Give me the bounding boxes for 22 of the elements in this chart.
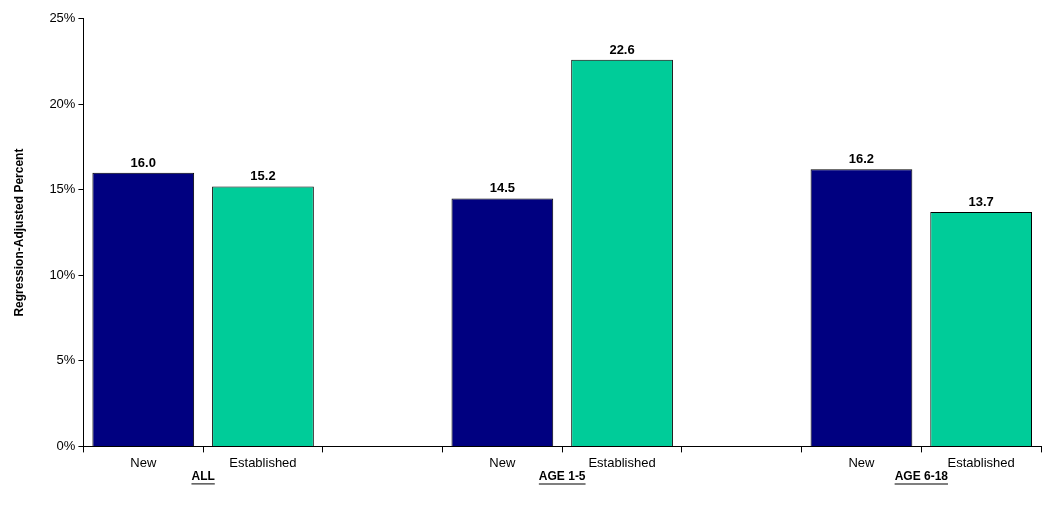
y-tick-label: 5%	[56, 352, 76, 368]
data-label: 16.0	[130, 154, 156, 170]
y-tick-label: 15%	[49, 181, 76, 197]
data-label: 16.2	[848, 151, 875, 167]
text: AGE 1-5	[538, 468, 586, 483]
x-tick-label: New	[489, 454, 516, 470]
y-axis-title: Regression-Adjusted Percent	[11, 148, 26, 317]
data-label: 14.5	[489, 180, 516, 196]
x-tick-label: New	[848, 454, 876, 470]
y-tick-label: 0%	[56, 437, 76, 453]
data-label: 22.6	[609, 41, 635, 57]
x-tick-label: New	[130, 454, 157, 470]
x-tick-label: Established	[947, 454, 1015, 470]
text: ALL	[191, 468, 215, 483]
y-tick-label: 10%	[49, 266, 76, 282]
text: AGE 6-18	[894, 468, 949, 483]
y-tick-label: 25%	[49, 10, 76, 26]
x-tick-label: Established	[588, 454, 656, 470]
y-tick-label: 20%	[49, 95, 76, 111]
data-label: 13.7	[968, 194, 994, 210]
x-tick-label: Established	[229, 454, 297, 470]
data-label: 15.2	[250, 168, 276, 184]
